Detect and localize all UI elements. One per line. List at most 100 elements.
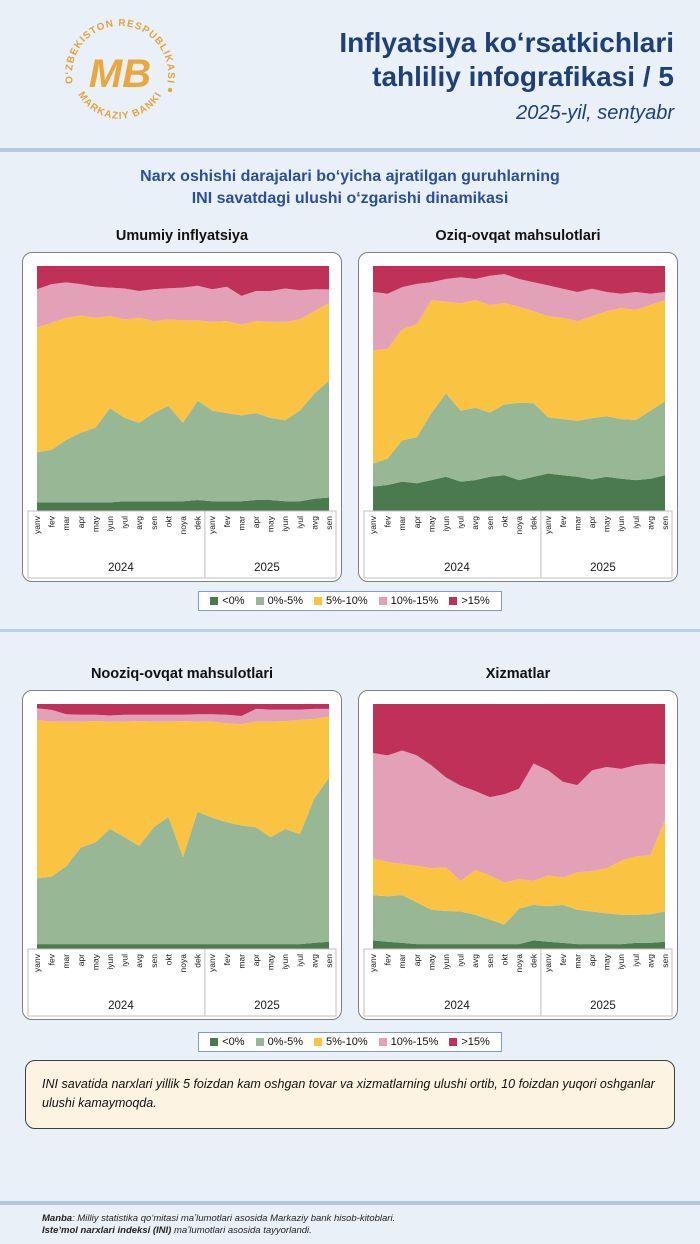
legend-item: 5%-10% bbox=[314, 595, 368, 607]
x-axis-month-label: iyun bbox=[616, 516, 626, 532]
x-axis-month-label: fev bbox=[221, 953, 231, 965]
method-line: Isteʼmol narxlari indeksi (INI) maʼlumot… bbox=[42, 1225, 680, 1237]
legend-item: <0% bbox=[210, 595, 245, 607]
legend-swatch bbox=[378, 597, 387, 605]
footer-text: Manba: Milliy statistika qoʻmitasi maʼlu… bbox=[0, 1205, 700, 1244]
central-bank-logo: OʻZBEKISTON RESPUBLIKASI MARKAZIY BANKI … bbox=[64, 18, 175, 122]
x-axis-year-label: 2024 bbox=[108, 1000, 134, 1012]
area-band-1 bbox=[372, 895, 665, 945]
method-rest: maʼlumotlari asosida tayyorlandi. bbox=[171, 1225, 312, 1236]
x-axis-month-label: iyun bbox=[441, 954, 451, 970]
logo-dot-icon bbox=[167, 87, 173, 93]
x-axis-month-label: may bbox=[601, 515, 611, 532]
x-axis-month-label: yanv bbox=[207, 953, 217, 972]
section-heading: Narx oshishi darajalari boʻyicha ajratil… bbox=[0, 166, 700, 210]
x-axis-month-label: apr bbox=[587, 516, 597, 528]
source-rest: : Milliy statistika qoʻmitasi maʼlumotla… bbox=[72, 1213, 396, 1224]
area-band-0 bbox=[36, 941, 329, 949]
legend-swatch bbox=[255, 597, 264, 605]
area-band-2 bbox=[36, 716, 329, 879]
x-axis-month-label: sen bbox=[324, 954, 334, 968]
source-line: Manba: Milliy statistika qoʻmitasi maʼlu… bbox=[42, 1213, 680, 1225]
legend-swatch bbox=[449, 597, 458, 605]
chart-panel-oziq-ovqat: yanv fev mar apr may iyun iyul avg sen okt noya dek… bbox=[358, 252, 678, 582]
x-axis-month-label: mar bbox=[572, 516, 582, 531]
legend-wrap-1: <0% 0%-5% 5%-10% 10%-15% >15% bbox=[0, 591, 700, 611]
x-axis-month-label: apr bbox=[251, 516, 261, 528]
x-axis-month-label: may bbox=[601, 953, 611, 970]
x-axis-year-label: 2024 bbox=[444, 562, 470, 574]
x-axis-month-label: fev bbox=[46, 515, 56, 527]
page-title-line2: tahliliy infografikasi / 5 bbox=[372, 61, 674, 92]
x-axis-month-label: iyun bbox=[105, 516, 115, 532]
legend-label: >15% bbox=[461, 595, 490, 607]
x-axis-month-label: iyul bbox=[119, 516, 129, 529]
x-axis-month-label: okt bbox=[499, 515, 509, 527]
footer-divider bbox=[0, 1201, 700, 1205]
x-axis-year-label: 2024 bbox=[108, 562, 134, 574]
area-band-3 bbox=[36, 708, 329, 725]
x-axis-month-label: dek bbox=[192, 515, 202, 529]
x-axis-year-label: 2025 bbox=[590, 1000, 616, 1012]
area-band-1 bbox=[36, 777, 329, 945]
area-band-3 bbox=[372, 750, 665, 883]
x-axis-month-label: fev bbox=[382, 515, 392, 527]
x-axis-month-label: dek bbox=[528, 515, 538, 529]
x-axis-month-label: apr bbox=[251, 954, 261, 966]
legend-label: 10%-15% bbox=[390, 1036, 439, 1048]
legend-item: >15% bbox=[449, 595, 490, 607]
x-axis-year-label: 2025 bbox=[254, 1000, 280, 1012]
x-axis-month-label: okt bbox=[163, 515, 173, 527]
stacked-area-chart-umumiy: yanv fev mar apr may iyun iyul avg sen okt noya dek… bbox=[27, 266, 336, 579]
x-axis-month-label: noya bbox=[514, 954, 524, 973]
chart-block-oziq-ovqat: Oziq-ovqat mahsulotlari yanv fev mar apr may… bbox=[358, 210, 678, 582]
x-axis-month-label: iyun bbox=[280, 516, 290, 532]
x-axis-box bbox=[27, 948, 336, 1017]
legend: <0% 0%-5% 5%-10% 10%-15% >15% bbox=[198, 591, 502, 611]
x-axis-month-label: sen bbox=[660, 954, 670, 968]
x-axis-month-label: apr bbox=[587, 954, 597, 966]
x-axis-month-label: fev bbox=[557, 953, 567, 965]
charts-row-2: Nooziq-ovqat mahsulotlari yanv fev mar apr m… bbox=[0, 632, 700, 1020]
section-heading-line2: INI savatdagi ulushi oʻzgarishi dinamika… bbox=[191, 190, 509, 207]
x-axis-month-label: apr bbox=[411, 516, 421, 528]
stacked-area-chart-nooziq-ovqat: yanv fev mar apr may iyun iyul avg sen okt noya dek… bbox=[27, 704, 336, 1017]
x-axis-month-label: sen bbox=[484, 516, 494, 530]
legend-swatch bbox=[210, 597, 219, 605]
note-text: INI savatida narxlari yillik 5 foizdan k… bbox=[42, 1077, 655, 1111]
x-axis-month-label: iyun bbox=[441, 516, 451, 532]
area-band-0 bbox=[372, 473, 665, 511]
x-axis-month-label: avg bbox=[470, 954, 480, 968]
legend-label: 5%-10% bbox=[326, 1036, 368, 1048]
legend-item: 0%-5% bbox=[255, 1036, 303, 1048]
x-axis-box bbox=[27, 510, 336, 579]
x-axis-month-label: mar bbox=[572, 954, 582, 969]
chart-block-nooziq-ovqat: Nooziq-ovqat mahsulotlari yanv fev mar apr m… bbox=[22, 632, 342, 1020]
x-axis-month-label: yanv bbox=[368, 953, 378, 972]
x-axis-year-label: 2025 bbox=[254, 562, 280, 574]
x-axis-month-label: avg bbox=[134, 516, 144, 530]
x-axis-month-label: noya bbox=[514, 516, 524, 535]
chart-block-umumiy: Umumiy inflyatsiya yanv fev mar apr may iyun i… bbox=[22, 210, 342, 582]
x-axis-month-label: yanv bbox=[543, 515, 553, 534]
area-band-1 bbox=[36, 380, 329, 503]
note-box: INI savatida narxlari yillik 5 foizdan k… bbox=[25, 1060, 675, 1129]
x-axis-month-label: yanv bbox=[32, 953, 42, 972]
x-axis-month-label: mar bbox=[236, 516, 246, 531]
x-axis-month-label: okt bbox=[499, 953, 509, 965]
x-axis-month-label: sen bbox=[148, 954, 158, 968]
x-axis-month-label: mar bbox=[397, 516, 407, 531]
x-axis-month-label: yanv bbox=[207, 515, 217, 534]
x-axis-month-label: may bbox=[265, 515, 275, 532]
x-axis-month-label: fev bbox=[221, 515, 231, 527]
x-axis-year-label: 2025 bbox=[590, 562, 616, 574]
x-axis-month-label: dek bbox=[192, 953, 202, 967]
x-axis-month-label: may bbox=[426, 515, 436, 532]
legend-swatch bbox=[255, 1038, 264, 1046]
x-axis-month-label: iyul bbox=[294, 516, 304, 529]
x-axis-year-label: 2024 bbox=[444, 1000, 470, 1012]
source-label: Manba bbox=[42, 1213, 73, 1224]
legend-label: >15% bbox=[461, 1036, 490, 1048]
legend-label: 0%-5% bbox=[267, 595, 304, 607]
legend-label: <0% bbox=[222, 1036, 245, 1048]
